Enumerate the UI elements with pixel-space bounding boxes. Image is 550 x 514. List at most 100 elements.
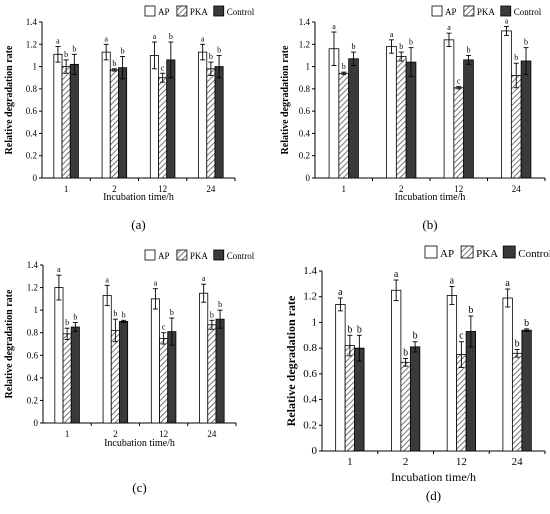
bar-ap-1 — [335, 304, 346, 452]
bar-pka-24 — [511, 352, 523, 452]
bar-pka-12 — [456, 354, 467, 452]
significance-letter: b — [209, 52, 213, 61]
bar-ap-24 — [501, 30, 512, 179]
significance-letter: b — [218, 300, 222, 309]
panel-label: (c) — [132, 480, 146, 495]
bar-ap-2 — [101, 51, 111, 179]
legend: AP PKA Control — [431, 5, 542, 17]
legend-label-ap: AP — [158, 251, 170, 261]
significance-letter: c — [459, 331, 464, 342]
significance-letter: c — [161, 63, 165, 72]
significance-letter: b — [113, 309, 117, 318]
bar-ap-24 — [198, 51, 208, 179]
significance-letter: a — [202, 274, 206, 283]
bar-control-2 — [118, 67, 128, 179]
legend-swatch-ap — [144, 249, 156, 261]
significance-letter: b — [467, 45, 471, 54]
y-tick-label: 0.2 — [27, 395, 38, 405]
y-tick-label: 0.2 — [303, 419, 317, 431]
y-tick-label: 0 — [306, 173, 311, 183]
legend-swatch-pka — [463, 5, 475, 17]
y-tick-label: 0.8 — [299, 84, 311, 94]
bar-ap-12 — [443, 39, 455, 179]
bar-ap-12 — [149, 55, 159, 179]
significance-letter: a — [505, 278, 510, 289]
bar-control-1 — [354, 347, 365, 452]
legend-swatch-pka — [460, 245, 474, 259]
significance-letter: c — [162, 323, 166, 332]
y-tick-label: 0.2 — [299, 151, 310, 161]
y-tick-label: 1.2 — [299, 39, 310, 49]
significance-letter: b — [217, 45, 221, 54]
bar-control-1 — [70, 326, 80, 424]
y-tick-label: 1.2 — [27, 283, 38, 293]
y-tick-label: 0.6 — [26, 106, 38, 116]
bar-control-12 — [465, 331, 476, 452]
legend-swatch-ap — [144, 5, 156, 17]
chart-panel-1: 00.20.40.60.811.21.41abb2abb12acb24abbIn… — [4, 5, 255, 232]
y-tick-label: 1.4 — [299, 17, 311, 27]
significance-letter: a — [56, 37, 60, 46]
bar-ap-1 — [54, 287, 64, 424]
significance-letter: b — [342, 62, 346, 71]
legend-label-control: Control — [514, 7, 542, 17]
y-tick-label: 1.4 — [27, 260, 39, 270]
bar-control-24 — [520, 60, 532, 179]
significance-letter: b — [347, 324, 352, 335]
legend-label-pka: PKA — [476, 248, 498, 260]
x-tick-label: 24 — [512, 184, 522, 194]
y-tick-label: 1 — [306, 62, 311, 72]
legend-label-ap: AP — [440, 248, 454, 260]
legend-label-ap: AP — [158, 7, 170, 17]
significance-letter: b — [524, 318, 529, 329]
y-tick-label: 1.2 — [303, 291, 317, 303]
bar-control-2 — [119, 321, 129, 424]
bar-ap-1 — [53, 53, 63, 179]
x-tick-label: 12 — [159, 429, 168, 439]
y-tick-label: 0.6 — [303, 368, 317, 380]
bar-pka-1 — [344, 345, 356, 452]
x-tick-label: 12 — [158, 184, 167, 194]
x-axis-label: Incubation time/h — [395, 192, 466, 203]
significance-letter: b — [64, 50, 68, 59]
significance-letter: a — [57, 265, 61, 274]
significance-letter: a — [338, 287, 343, 298]
bar-pka-2 — [109, 69, 119, 179]
legend-swatch-ap — [431, 5, 443, 17]
significance-letter: b — [73, 313, 77, 322]
x-tick-label: 12 — [456, 456, 467, 468]
y-tick-label: 0.8 — [303, 342, 317, 354]
legend-label-control: Control — [227, 7, 255, 17]
y-tick-label: 1.2 — [26, 39, 37, 49]
y-tick-label: 0.4 — [27, 373, 39, 383]
significance-letter: a — [450, 275, 455, 286]
y-tick-label: 1 — [33, 62, 38, 72]
bar-pka-24 — [510, 75, 522, 179]
y-tick-label: 0 — [33, 173, 38, 183]
bar-control-1 — [69, 63, 79, 179]
legend-swatch-ap — [424, 245, 438, 259]
x-tick-label: 1 — [347, 456, 353, 468]
x-tick-label: 12 — [454, 184, 463, 194]
bar-ap-24 — [199, 292, 209, 424]
x-tick-label: 2 — [113, 429, 118, 439]
panel-label: (a) — [131, 217, 145, 232]
significance-letter: b — [169, 32, 173, 41]
significance-letter: c — [457, 77, 461, 86]
panel-label: (d) — [426, 488, 441, 503]
significance-letter: b — [357, 324, 362, 335]
x-tick-label: 1 — [65, 429, 70, 439]
x-tick-label: 2 — [399, 184, 404, 194]
y-tick-label: 0.2 — [26, 151, 37, 161]
legend: AP PKA Control — [144, 249, 255, 261]
x-tick-label: 1 — [342, 184, 347, 194]
significance-letter: a — [505, 16, 509, 25]
y-axis-label: Relative degradation rate — [4, 45, 15, 154]
significance-letter: a — [332, 22, 336, 31]
y-tick-label: 0.8 — [27, 328, 39, 338]
legend-label-pka: PKA — [190, 7, 209, 17]
legend-swatch-control — [500, 5, 512, 17]
